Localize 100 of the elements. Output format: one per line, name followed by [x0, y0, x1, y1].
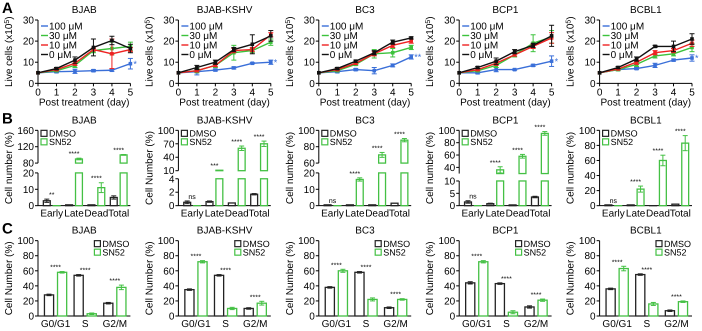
- text: A: [2, 0, 13, 17]
- y-tick-label: 40: [444, 162, 456, 174]
- x-tick-label: G2/M: [243, 319, 268, 330]
- x-tick-label: 3: [652, 87, 658, 98]
- legend-label: DMSO: [524, 238, 551, 249]
- x-tick-label: S: [222, 319, 230, 330]
- chart-title: BCP1: [492, 115, 519, 126]
- y-axis-title: Cell number (%): [4, 132, 15, 204]
- legend-label: SN52: [102, 247, 125, 258]
- x-tick-label: 1: [615, 87, 622, 98]
- y-tick-label: 30: [584, 16, 596, 26]
- y-tick-label: 20: [444, 36, 456, 48]
- x-tick-label: Dead: [506, 208, 530, 220]
- y-tick-label: 60: [163, 266, 175, 278]
- y-tick-label: 20: [22, 168, 34, 180]
- y-tick-label: 20: [584, 36, 596, 48]
- chart-title: BC3: [355, 226, 376, 237]
- x-tick-label: G2/M: [383, 319, 408, 330]
- annotation: *: [133, 58, 138, 69]
- y-tick-label: 0: [309, 312, 316, 322]
- chart-title: BJAB-KSHV: [196, 115, 253, 126]
- chart-title: BC3: [355, 115, 376, 126]
- x-tick-label: Early: [321, 208, 344, 220]
- y-tick-label: 160: [17, 126, 34, 137]
- x-tick-label: 3: [371, 87, 378, 98]
- legend-label: 30 μM: [470, 31, 498, 42]
- y-tick-label: 10: [304, 58, 316, 69]
- legend-label: 10 μM: [330, 40, 358, 52]
- x-tick-label: 2: [634, 87, 640, 98]
- y-tick-label: 60: [22, 266, 34, 278]
- legend-label: DMSO: [102, 238, 130, 249]
- x-tick-label: 0: [176, 87, 182, 98]
- chart-title: BJAB-KSHV: [196, 226, 253, 237]
- x-tick-label: G0/G1: [40, 319, 71, 330]
- y-axis-title: Cell Number (%): [566, 241, 577, 316]
- x-tick-label: G0/G1: [462, 319, 492, 330]
- y-axis-title: Cell Number (%): [4, 241, 15, 316]
- y-tick-label: 30: [22, 16, 34, 26]
- y-tick-label: 10: [22, 58, 34, 69]
- x-tick-label: 1: [474, 87, 481, 98]
- x-tick-label: 4: [250, 87, 256, 98]
- x-tick-label: 4: [109, 87, 116, 98]
- x-tick-label: 3: [90, 87, 97, 98]
- x-tick-label: 1: [334, 87, 340, 98]
- chart-title: BJAB: [72, 226, 98, 237]
- annotation: *: [274, 57, 278, 68]
- x-tick-label: Total: [670, 208, 691, 220]
- y-tick-label: 0: [450, 78, 456, 90]
- x-tick-label: 5: [128, 87, 134, 98]
- legend-label: SN52: [330, 136, 352, 147]
- legend-label: DMSO: [383, 238, 410, 249]
- x-tick-label: 5: [268, 87, 274, 98]
- y-tick-label: 0: [28, 78, 34, 90]
- y-tick-label: 30: [444, 16, 456, 26]
- x-tick-label: Early: [180, 208, 204, 220]
- legend-label: 100 μM: [470, 22, 504, 32]
- x-tick-label: Dead: [365, 208, 390, 220]
- x-tick-label: G0/G1: [322, 319, 352, 330]
- x-tick-label: Late: [345, 208, 366, 220]
- y-tick-label: 80: [22, 251, 34, 262]
- y-tick-label: 80: [163, 251, 175, 262]
- y-axis-title: Cell Number (%): [144, 241, 156, 316]
- y-axis-title: Cell number (%): [284, 132, 296, 204]
- x-tick-label: Total: [248, 208, 270, 220]
- legend-label: DMSO: [242, 238, 270, 249]
- x-tick-label: 3: [231, 87, 238, 98]
- legend-label: 10 μM: [470, 40, 498, 52]
- text: C: [2, 220, 13, 238]
- y-tick-label: 80: [444, 251, 456, 262]
- y-tick-label: 20: [584, 186, 596, 198]
- x-tick-label: Dead: [224, 208, 249, 220]
- y-tick-label: 40: [163, 281, 175, 292]
- x-tick-label: 1: [54, 87, 60, 98]
- x-tick-label: Early: [40, 208, 64, 220]
- y-tick-label: 20: [22, 296, 34, 308]
- x-tick-label: 4: [670, 87, 677, 98]
- y-tick-label: 20: [584, 296, 596, 308]
- y-tick-label: 0: [168, 78, 175, 90]
- x-tick-label: 3: [512, 87, 518, 98]
- legend-label: 100 μM: [49, 22, 83, 32]
- x-tick-label: Total: [529, 208, 550, 220]
- x-tick-label: G2/M: [102, 319, 128, 330]
- annotation: *: [695, 53, 699, 64]
- y-tick-label: 100: [158, 236, 175, 248]
- y-tick-label: 20: [304, 36, 316, 48]
- y-tick-label: 0: [590, 312, 596, 322]
- chart-title: BJAB: [72, 115, 98, 126]
- x-tick-label: 5: [689, 87, 696, 98]
- y-tick-label: 10: [584, 58, 596, 69]
- y-tick-label: 40: [584, 281, 596, 292]
- legend-label: 0 μM: [610, 50, 634, 61]
- y-tick-label: 5: [450, 188, 456, 200]
- x-tick-label: 2: [212, 87, 219, 98]
- x-tick-label: S: [82, 319, 89, 330]
- y-tick-label: 10: [163, 58, 175, 69]
- legend-label: DMSO: [49, 128, 76, 138]
- x-tick-label: 1: [194, 87, 200, 98]
- legend-label: DMSO: [330, 128, 357, 138]
- chart-title: BCP1: [492, 226, 519, 237]
- x-axis-title: Post treatment (day): [600, 97, 692, 108]
